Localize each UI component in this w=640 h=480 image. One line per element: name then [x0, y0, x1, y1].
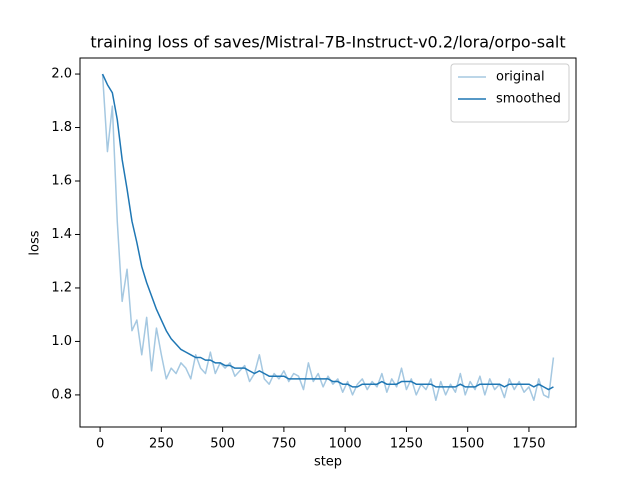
legend-box — [450, 63, 570, 123]
x-tick-label: 1750 — [512, 437, 545, 452]
x-axis-label: step — [314, 455, 342, 470]
x-tick-label: 750 — [271, 437, 296, 452]
y-tick-label: 1.4 — [51, 227, 72, 242]
legend-label: original — [496, 70, 545, 85]
y-tick-label: 2.0 — [51, 67, 72, 82]
x-tick-label: 1000 — [329, 437, 362, 452]
axes-frame — [79, 57, 577, 428]
y-tick-label: 1.6 — [51, 174, 72, 189]
x-tick-label: 500 — [210, 437, 235, 452]
y-tick-label: 1.0 — [51, 334, 72, 349]
x-tick-label: 250 — [149, 437, 174, 452]
chart-title: training loss of saves/Mistral-7B-Instru… — [90, 33, 565, 52]
y-tick-label: 0.8 — [51, 387, 72, 402]
x-tick-label: 0 — [96, 437, 104, 452]
y-tick-label: 1.2 — [51, 280, 72, 295]
series-line — [101, 73, 554, 391]
y-axis-label: loss — [28, 230, 43, 255]
legend-label: smoothed — [496, 92, 561, 107]
x-tick-label: 1250 — [390, 437, 423, 452]
y-tick-label: 1.8 — [51, 120, 72, 135]
series-line — [101, 73, 555, 402]
x-tick-label: 1500 — [451, 437, 484, 452]
